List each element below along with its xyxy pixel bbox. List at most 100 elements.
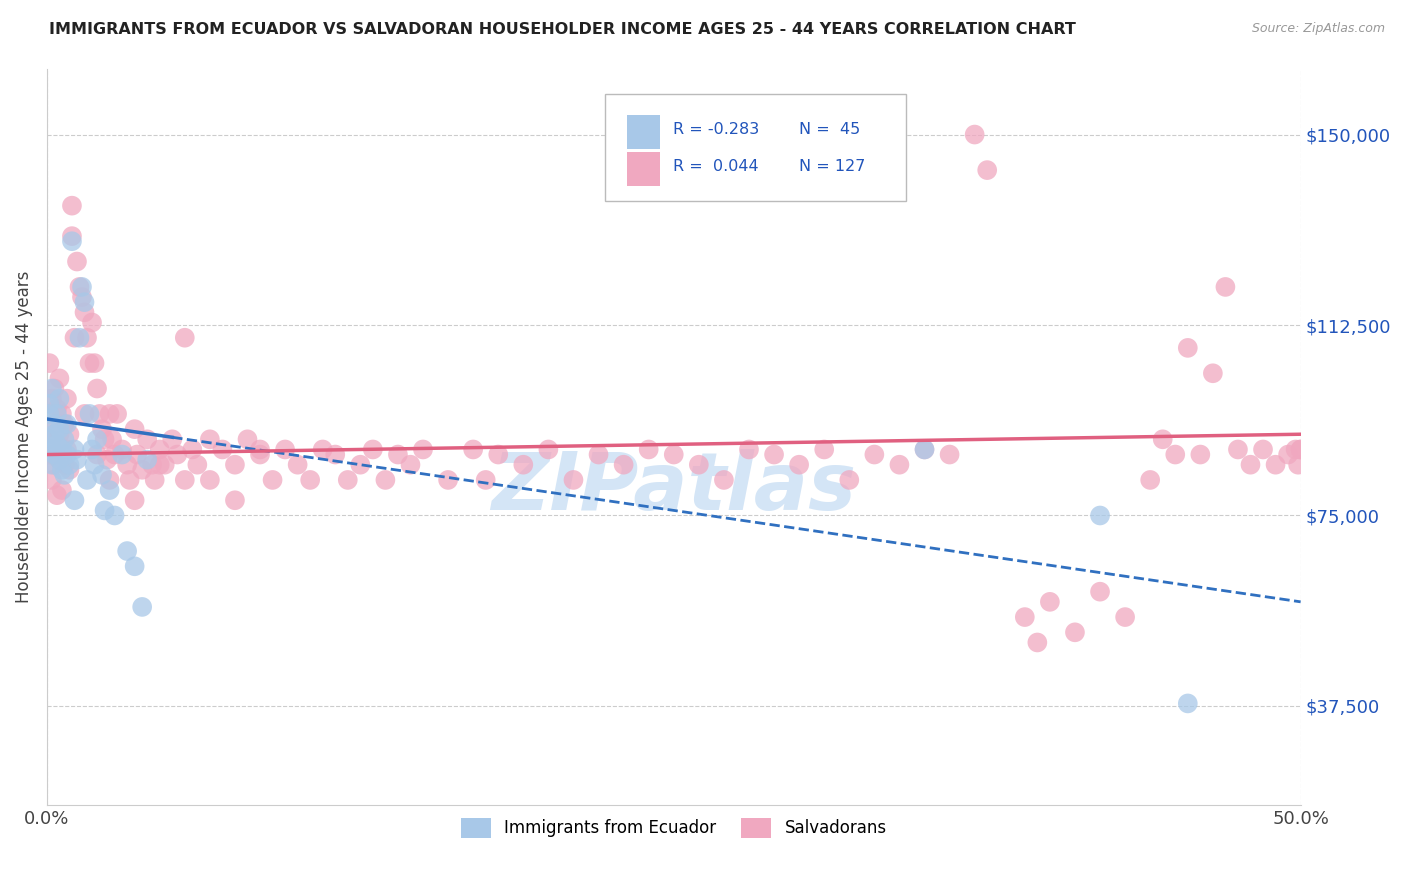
Point	[1026, 635, 1049, 649]
Point	[249, 442, 271, 457]
Point	[118, 473, 141, 487]
Point	[399, 458, 422, 472]
Point	[162, 432, 184, 446]
Point	[79, 407, 101, 421]
Point	[1226, 442, 1249, 457]
Point	[38, 448, 60, 462]
Point	[115, 544, 138, 558]
Point	[60, 229, 83, 244]
Point	[1039, 595, 1062, 609]
Point	[963, 128, 986, 142]
Point	[512, 458, 534, 472]
Point	[91, 467, 114, 482]
Point	[44, 382, 66, 396]
FancyBboxPatch shape	[627, 152, 659, 186]
Point	[63, 442, 86, 457]
Point	[76, 473, 98, 487]
Point	[101, 432, 124, 446]
Point	[93, 503, 115, 517]
Point	[93, 432, 115, 446]
Point	[349, 458, 371, 472]
Point	[361, 442, 384, 457]
Point	[104, 508, 127, 523]
Point	[83, 356, 105, 370]
Point	[38, 432, 60, 446]
Point	[60, 199, 83, 213]
Point	[44, 417, 66, 431]
Point	[41, 473, 63, 487]
Point	[53, 432, 76, 446]
Point	[173, 331, 195, 345]
Point	[181, 442, 204, 457]
Y-axis label: Householder Income Ages 25 - 44 years: Householder Income Ages 25 - 44 years	[15, 270, 32, 603]
Point	[58, 427, 80, 442]
Point	[80, 316, 103, 330]
Point	[51, 463, 73, 477]
Point	[787, 458, 810, 472]
Point	[287, 458, 309, 472]
Point	[738, 442, 761, 457]
Point	[662, 448, 685, 462]
Point	[1289, 442, 1312, 457]
Point	[588, 448, 610, 462]
Point	[76, 331, 98, 345]
Point	[688, 458, 710, 472]
Point	[105, 407, 128, 421]
Point	[104, 448, 127, 462]
Point	[437, 473, 460, 487]
Point	[69, 280, 91, 294]
Point	[1152, 432, 1174, 446]
Point	[56, 442, 79, 457]
Point	[914, 442, 936, 457]
Point	[141, 458, 163, 472]
Point	[51, 407, 73, 421]
Point	[1286, 458, 1309, 472]
Point	[1014, 610, 1036, 624]
Point	[1177, 341, 1199, 355]
Point	[1202, 366, 1225, 380]
Point	[198, 473, 221, 487]
Point	[1088, 584, 1111, 599]
Point	[1277, 448, 1299, 462]
Point	[1239, 458, 1261, 472]
Point	[323, 448, 346, 462]
Point	[91, 422, 114, 436]
Point	[41, 382, 63, 396]
Point	[1088, 508, 1111, 523]
Text: ZIPatlas: ZIPatlas	[491, 450, 856, 527]
Point	[58, 458, 80, 472]
Point	[136, 432, 159, 446]
Point	[763, 448, 786, 462]
Point	[127, 448, 149, 462]
Point	[83, 458, 105, 472]
Point	[80, 442, 103, 457]
Point	[98, 473, 121, 487]
Point	[98, 407, 121, 421]
Point	[374, 473, 396, 487]
Point	[48, 452, 70, 467]
Point	[1189, 448, 1212, 462]
Point	[63, 331, 86, 345]
Point	[198, 432, 221, 446]
Point	[41, 458, 63, 472]
Point	[474, 473, 496, 487]
Point	[89, 407, 111, 421]
Text: Source: ZipAtlas.com: Source: ZipAtlas.com	[1251, 22, 1385, 36]
Point	[1114, 610, 1136, 624]
Point	[1139, 473, 1161, 487]
Point	[249, 448, 271, 462]
Point	[38, 422, 60, 436]
Point	[562, 473, 585, 487]
Point	[38, 356, 60, 370]
Point	[45, 437, 67, 451]
Point	[1064, 625, 1087, 640]
Point	[86, 448, 108, 462]
Text: N = 127: N = 127	[799, 159, 866, 174]
Point	[98, 483, 121, 497]
Point	[53, 417, 76, 431]
Point	[38, 407, 60, 421]
Point	[299, 473, 322, 487]
Point	[1177, 697, 1199, 711]
Point	[1251, 442, 1274, 457]
Point	[70, 280, 93, 294]
